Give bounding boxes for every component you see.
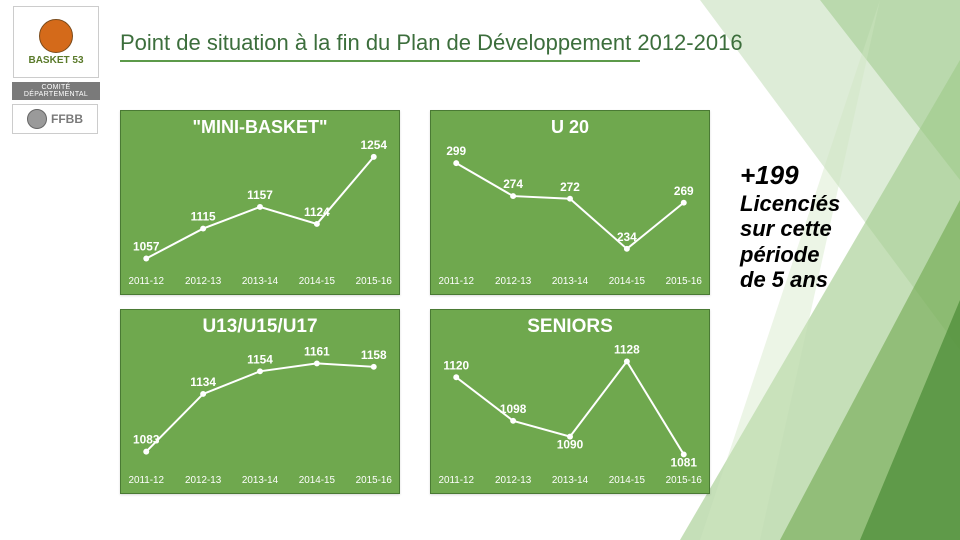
x-tick-label: 2012-13 [185,276,222,287]
chart-u13-u17: 1083 1134 1154 1161 1158 2011-12 2012-13 2013-1… [121,310,399,493]
value-label: 1090 [557,437,584,451]
summary-text: +199 Licenciéssur cettepériodede 5 ans [740,160,940,292]
x-tick-label: 2014-15 [299,276,336,287]
value-label: 1154 [247,352,273,366]
ffbb-roundel-icon [27,109,47,129]
x-tick-label: 2011-12 [438,276,474,287]
logo-basket53: BASKET 53 [13,6,99,78]
logo-basket53-text: BASKET 53 [28,55,83,66]
value-label: 1081 [671,455,698,469]
logo-box: BASKET 53 COMITÉ DÉPARTEMENTAL FFBB [12,6,100,134]
summary-plus: +199 [740,160,940,191]
x-tick-label: 2013-14 [242,475,279,486]
chart-seniors: 1120 1098 1090 1128 1081 2011-12 2012-13 2013-1… [431,310,709,493]
x-tick-label: 2013-14 [552,276,589,287]
panel-u13-u17: U13/U15/U17 108311341154116111582011-122… [120,309,400,494]
logo-ffbb: FFBB [12,104,98,134]
value-label: 274 [503,177,523,191]
x-tick-label: 2015-16 [356,276,393,287]
x-tick-label: 2012-13 [495,475,532,486]
value-label: 1057 [133,240,160,254]
x-tick-label: 2012-13 [495,276,532,287]
value-label: 1098 [500,402,527,416]
page-title-text: Point de situation à la fin du Plan de D… [120,30,743,55]
x-tick-label: 2014-15 [609,276,646,287]
title-underline [120,60,640,62]
page-title: Point de situation à la fin du Plan de D… [120,30,743,62]
x-tick-label: 2011-12 [128,475,164,486]
value-label: 1161 [304,345,330,359]
value-label: 1124 [304,205,330,219]
value-label: 272 [560,180,580,194]
x-tick-label: 2011-12 [128,276,164,287]
x-tick-label: 2015-16 [356,475,393,486]
value-label: 1134 [190,375,216,389]
x-tick-label: 2013-14 [552,475,589,486]
value-label: 1158 [361,348,387,362]
x-tick-label: 2011-12 [438,475,474,486]
value-label: 1083 [133,433,160,447]
panel-u20: U 20 2992742722342692011-122012-132013-1… [430,110,710,295]
value-label: 269 [674,184,694,198]
value-label: 1115 [191,210,216,224]
x-tick-label: 2013-14 [242,276,279,287]
panel-mini-basket: "MINI-BASKET" 105711151157112412542011-1… [120,110,400,295]
logo-committee-bar: COMITÉ DÉPARTEMENTAL [12,82,100,100]
chart-grid: "MINI-BASKET" 105711151157112412542011-1… [120,110,710,494]
x-tick-label: 2012-13 [185,475,222,486]
logo-ffbb-text: FFBB [51,112,83,126]
x-tick-label: 2015-16 [666,475,703,486]
basketball-icon [39,19,73,53]
value-label: 1120 [443,358,469,372]
value-label: 1157 [247,188,273,202]
value-label: 1128 [614,343,640,357]
chart-mini-basket: 1057 1115 1157 1124 1254 2011-12 2012-13 2013-1… [121,111,399,294]
value-label: 1254 [361,138,388,152]
chart-u20: 299 274 272 234 269 2011-12 2012-13 2013-14 2014… [431,111,709,294]
panel-seniors: SENIORS 112010981090112810812011-122012-… [430,309,710,494]
x-tick-label: 2014-15 [299,475,336,486]
summary-rest: Licenciéssur cettepériodede 5 ans [740,191,940,292]
value-label: 234 [617,230,637,244]
x-tick-label: 2015-16 [666,276,703,287]
value-label: 299 [446,144,466,158]
x-tick-label: 2014-15 [609,475,646,486]
